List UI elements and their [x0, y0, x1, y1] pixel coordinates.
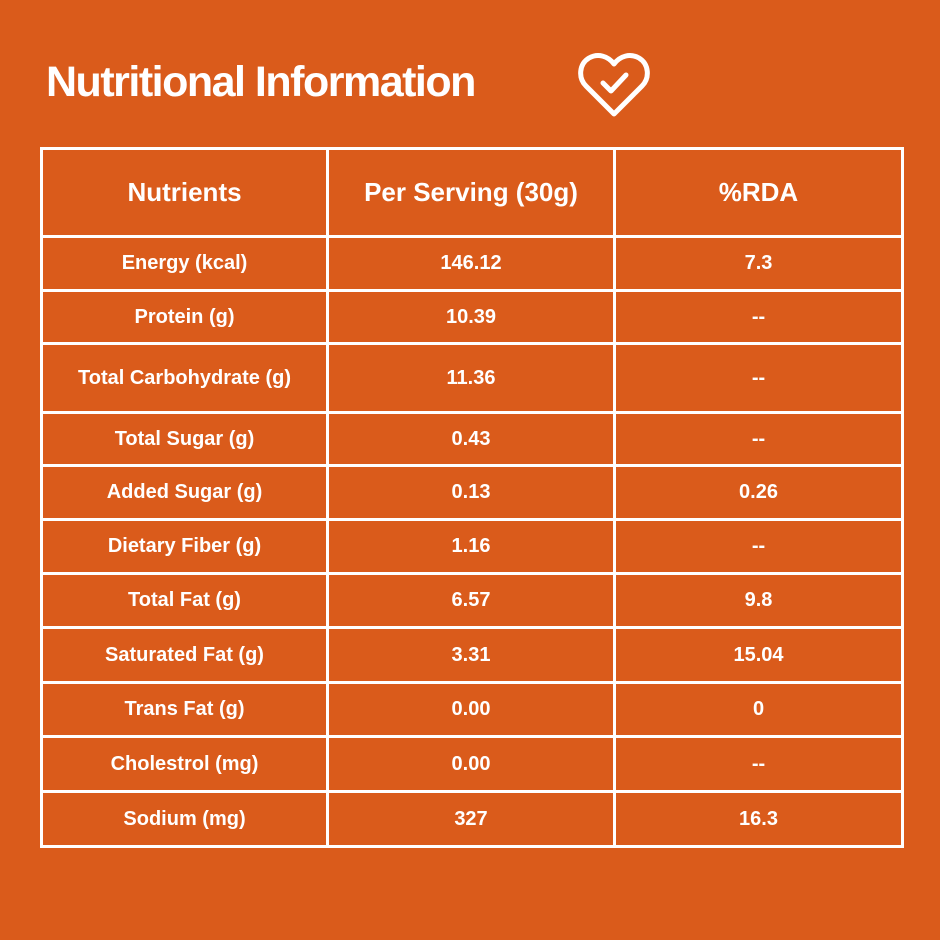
- nutrient-name: Cholestrol (mg): [40, 735, 329, 793]
- table-row: Total Fat (g) 6.57 9.8: [40, 572, 904, 629]
- rda-value: --: [613, 518, 904, 575]
- rda-value: 0: [613, 681, 904, 738]
- table-row: Total Sugar (g) 0.43 --: [40, 411, 904, 467]
- per-serving-value: 0.00: [326, 681, 616, 738]
- per-serving-value: 0.00: [326, 735, 616, 793]
- per-serving-value: 0.13: [326, 464, 616, 521]
- nutrient-name: Dietary Fiber (g): [40, 518, 329, 575]
- page-title: Nutritional Information: [46, 58, 476, 106]
- rda-value: 0.26: [613, 464, 904, 521]
- header-rda: %RDA: [613, 147, 904, 238]
- nutrition-table: Nutrients Per Serving (30g) %RDA Energy …: [40, 147, 904, 848]
- rda-value: --: [613, 289, 904, 345]
- header-nutrients: Nutrients: [40, 147, 329, 238]
- nutrient-name: Trans Fat (g): [40, 681, 329, 738]
- table-row: Cholestrol (mg) 0.00 --: [40, 735, 904, 793]
- table-row: Added Sugar (g) 0.13 0.26: [40, 464, 904, 521]
- table-row: Energy (kcal) 146.12 7.3: [40, 235, 904, 292]
- nutrient-name: Saturated Fat (g): [40, 626, 329, 684]
- per-serving-value: 1.16: [326, 518, 616, 575]
- header-per-serving: Per Serving (30g): [326, 147, 616, 238]
- per-serving-value: 0.43: [326, 411, 616, 467]
- per-serving-value: 6.57: [326, 572, 616, 629]
- table-row: Dietary Fiber (g) 1.16 --: [40, 518, 904, 575]
- nutrient-name: Total Carbohydrate (g): [40, 342, 329, 414]
- rda-value: 7.3: [613, 235, 904, 292]
- nutrient-name: Total Sugar (g): [40, 411, 329, 467]
- heart-check-icon: [578, 53, 650, 117]
- rda-value: 15.04: [613, 626, 904, 684]
- nutrient-name: Sodium (mg): [40, 790, 329, 848]
- table-row: Trans Fat (g) 0.00 0: [40, 681, 904, 738]
- table-row: Protein (g) 10.39 --: [40, 289, 904, 345]
- per-serving-value: 146.12: [326, 235, 616, 292]
- rda-value: 16.3: [613, 790, 904, 848]
- table-row: Sodium (mg) 327 16.3: [40, 790, 904, 848]
- per-serving-value: 10.39: [326, 289, 616, 345]
- nutrient-name: Added Sugar (g): [40, 464, 329, 521]
- rda-value: --: [613, 411, 904, 467]
- nutrient-name: Total Fat (g): [40, 572, 329, 629]
- nutrient-name: Energy (kcal): [40, 235, 329, 292]
- table-row: Saturated Fat (g) 3.31 15.04: [40, 626, 904, 684]
- per-serving-value: 3.31: [326, 626, 616, 684]
- per-serving-value: 11.36: [326, 342, 616, 414]
- table-header-row: Nutrients Per Serving (30g) %RDA: [40, 147, 904, 238]
- table-row: Total Carbohydrate (g) 11.36 --: [40, 342, 904, 414]
- per-serving-value: 327: [326, 790, 616, 848]
- rda-value: --: [613, 342, 904, 414]
- rda-value: --: [613, 735, 904, 793]
- rda-value: 9.8: [613, 572, 904, 629]
- nutrient-name: Protein (g): [40, 289, 329, 345]
